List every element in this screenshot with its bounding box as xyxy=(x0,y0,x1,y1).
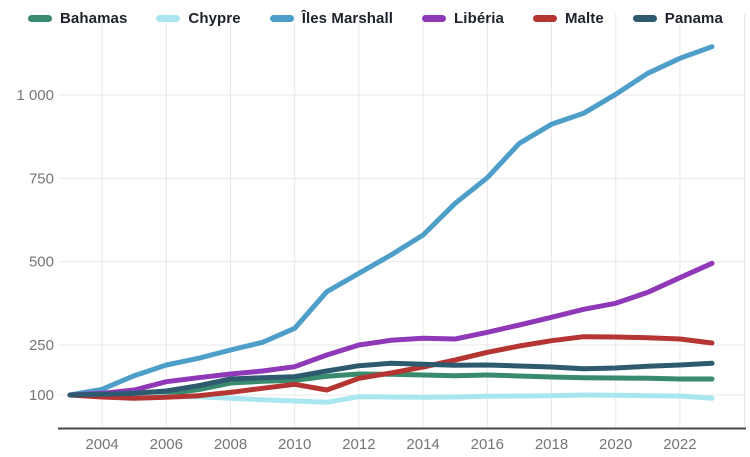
legend-item-lib-ria: Libéria xyxy=(422,10,504,27)
legend-label: Bahamas xyxy=(60,10,128,27)
x-axis-tick-label: 2018 xyxy=(535,436,568,453)
x-axis-tick-label: 2008 xyxy=(214,436,247,453)
x-axis-tick-label: 2022 xyxy=(663,436,696,453)
legend-label: Îles Marshall xyxy=(301,10,394,27)
y-axis-tick-label: 1 000 xyxy=(16,87,54,104)
series-line--les-marshall xyxy=(67,44,715,398)
legend-item-bahamas: Bahamas xyxy=(28,10,127,27)
y-axis-tick-label: 100 xyxy=(29,387,54,404)
series-line-malte xyxy=(67,334,715,401)
legend-swatch xyxy=(28,15,52,22)
legend-item-malte: Malte xyxy=(532,10,604,27)
legend-swatch xyxy=(156,15,181,22)
x-axis-tick-label: 2006 xyxy=(150,436,183,453)
legend-swatch xyxy=(632,15,657,22)
legend-label: Chypre xyxy=(188,10,241,27)
legend-swatch xyxy=(532,15,557,22)
legend-label: Libéria xyxy=(454,10,504,27)
series-line-lib-ria xyxy=(67,260,715,398)
y-axis-tick-label: 500 xyxy=(29,254,54,271)
x-axis-tick-label: 2020 xyxy=(599,436,632,453)
x-axis-tick-label: 2014 xyxy=(406,436,439,453)
x-axis-tick-label: 2010 xyxy=(278,436,311,453)
legend-item-panama: Panama xyxy=(632,10,723,27)
legend-label: Panama xyxy=(664,10,723,27)
series-line-panama xyxy=(67,360,715,398)
x-axis-tick-label: 2004 xyxy=(85,436,118,453)
x-axis-tick-label: 2016 xyxy=(471,436,504,453)
y-axis-tick-label: 750 xyxy=(29,170,54,187)
legend-item-chypre: Chypre xyxy=(156,10,241,27)
legend-item--les-marshall: Îles Marshall xyxy=(269,10,394,27)
y-axis-tick-label: 250 xyxy=(29,337,54,354)
legend-label: Malte xyxy=(564,10,604,27)
legend: Bahamas Chypre Îles Marshall Libéria Malte Pa… xyxy=(28,10,723,27)
legend-swatch xyxy=(269,15,294,22)
x-axis-tick-label: 2012 xyxy=(342,436,375,453)
legend-swatch xyxy=(422,15,447,22)
